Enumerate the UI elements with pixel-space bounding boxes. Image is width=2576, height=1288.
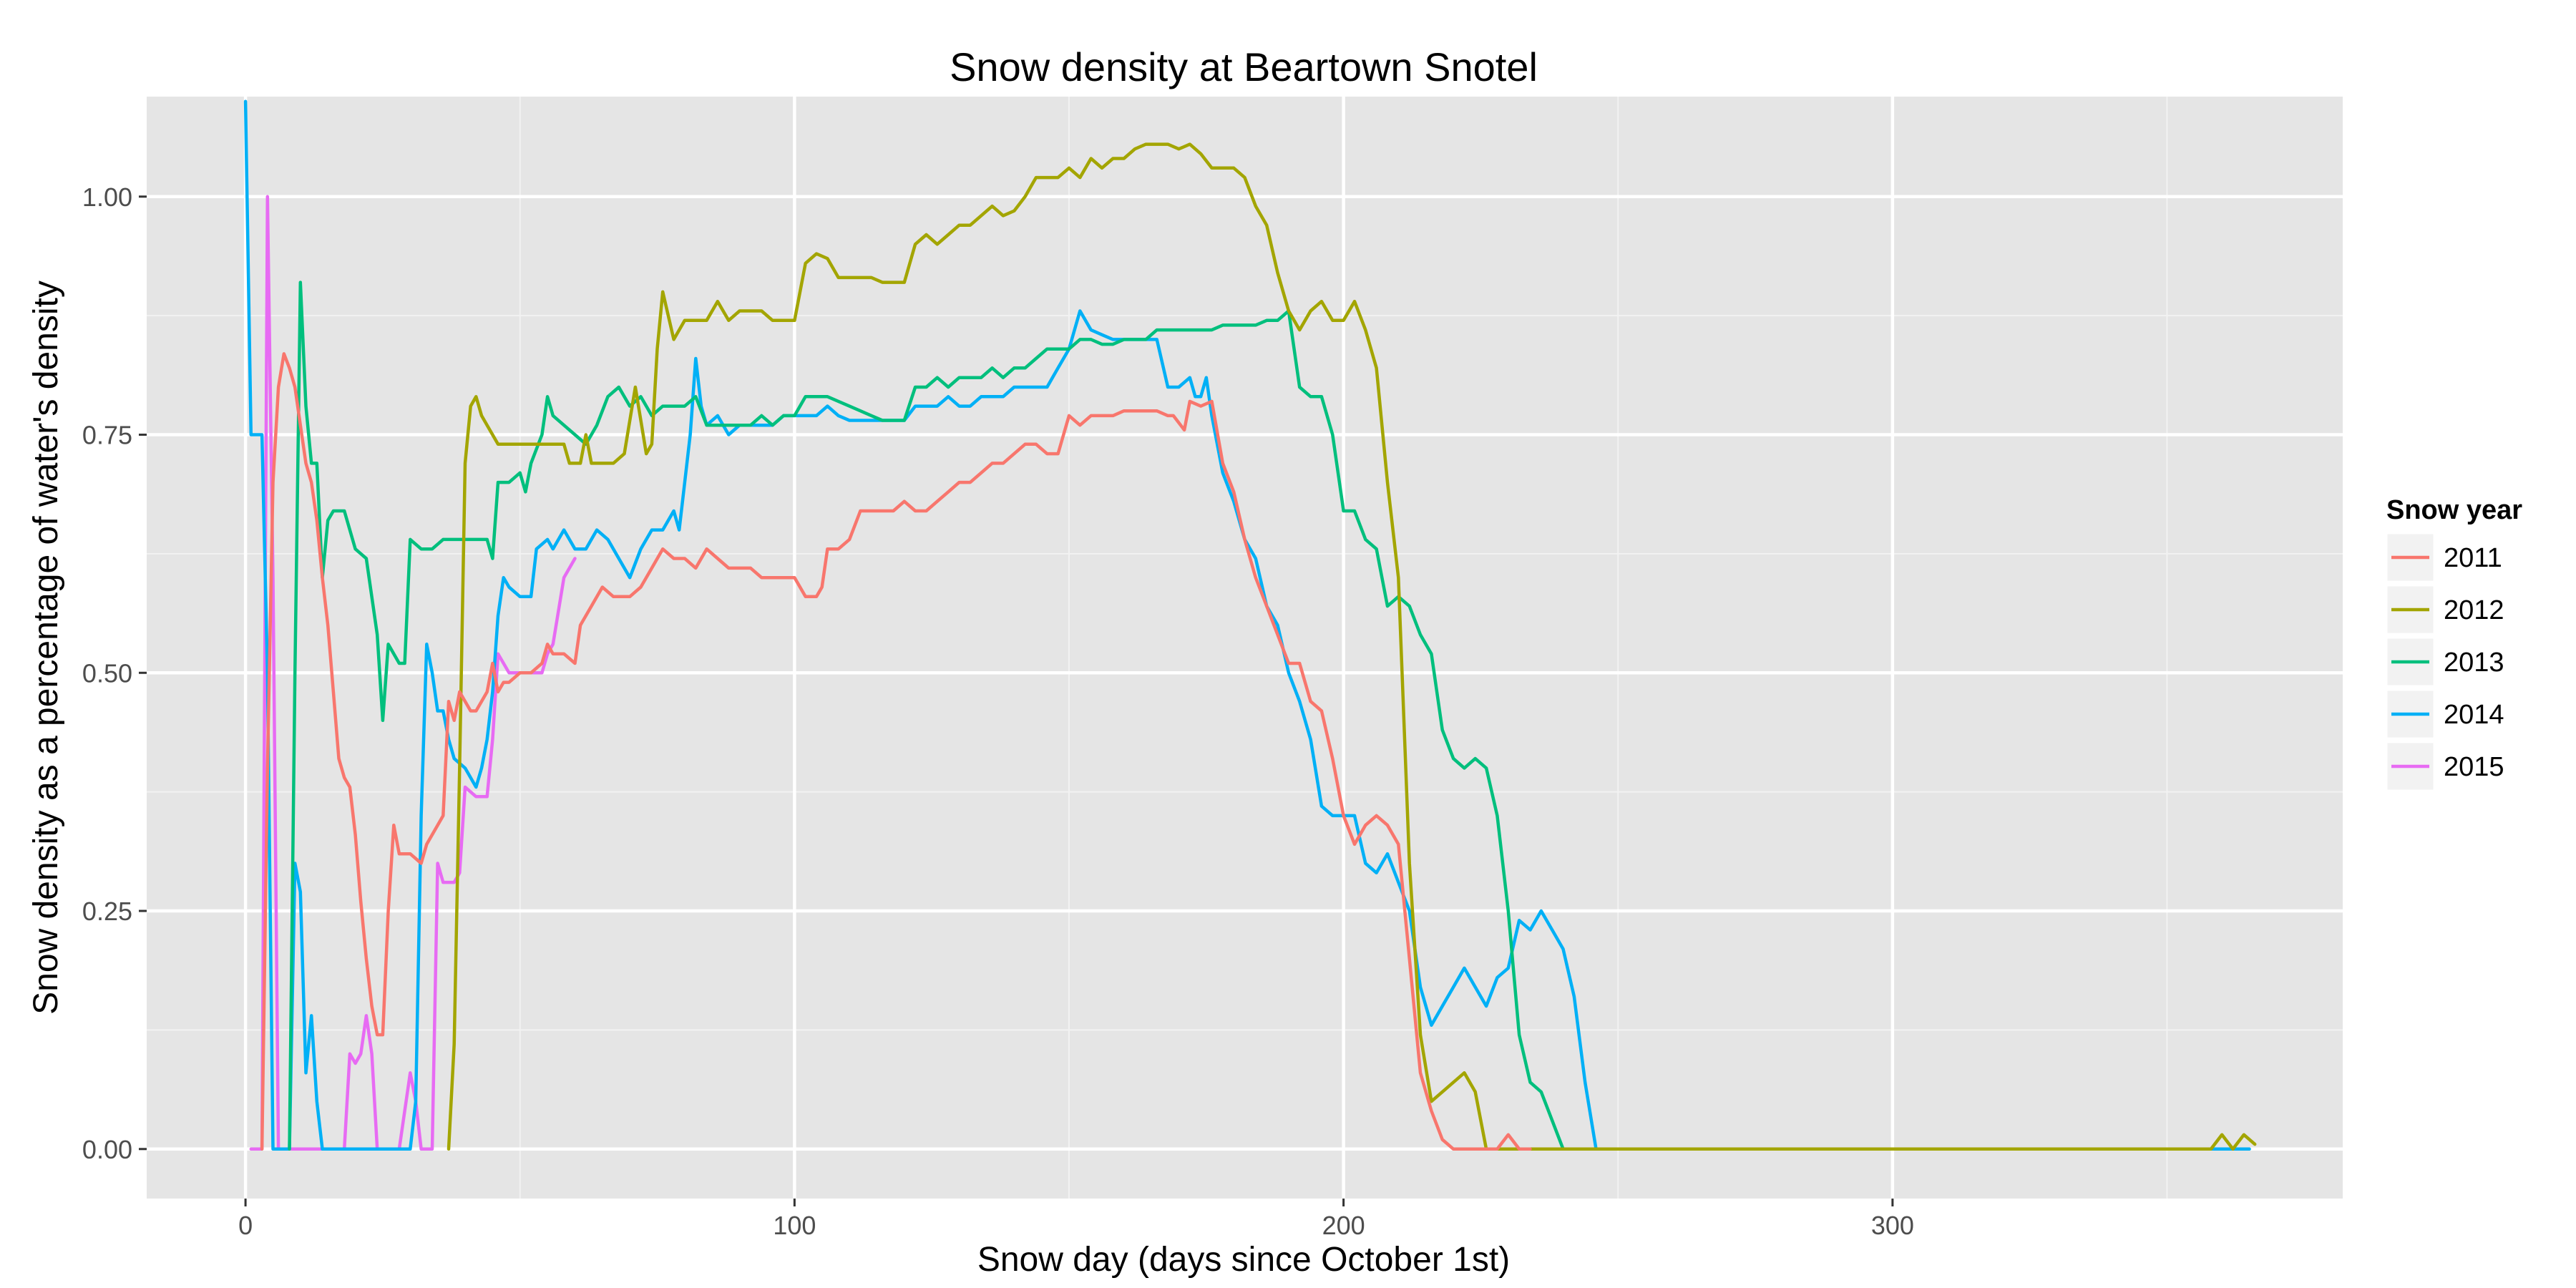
- y-tick-label: 0.75: [82, 421, 132, 450]
- chart-title: Snow density at Beartown Snotel: [950, 44, 1538, 89]
- legend: Snow year 2011 2012 2013 2014 2015: [2385, 495, 2522, 792]
- x-tick-label: 100: [773, 1211, 816, 1240]
- series-lines: [243, 99, 2257, 1151]
- y-tick-label: 1.00: [82, 182, 132, 212]
- y-tick-label: 0.25: [82, 897, 132, 926]
- legend-item-2011: 2011: [2385, 532, 2502, 583]
- legend-title: Snow year: [2386, 495, 2522, 525]
- x-axis: 0 100 200 300: [238, 1199, 1914, 1240]
- legend-item-2012: 2012: [2385, 584, 2504, 635]
- y-axis: 0.00 0.25 0.50 0.75 1.00: [82, 182, 147, 1164]
- legend-label: 2011: [2444, 543, 2502, 573]
- x-axis-title: Snow day (days since October 1st): [977, 1241, 1510, 1279]
- legend-item-2014: 2014: [2385, 688, 2504, 740]
- y-tick-label: 0.00: [82, 1135, 132, 1164]
- legend-label: 2014: [2444, 700, 2504, 730]
- series-line-2013: [288, 280, 1598, 1151]
- y-tick-label: 0.50: [82, 658, 132, 688]
- y-axis-title: Snow density as a percentage of water's …: [27, 280, 65, 1015]
- series-line-2012: [447, 142, 2257, 1151]
- x-tick-label: 200: [1322, 1211, 1365, 1240]
- legend-item-2015: 2015: [2385, 741, 2504, 792]
- x-tick-label: 300: [1871, 1211, 1914, 1240]
- legend-label: 2012: [2444, 595, 2504, 625]
- minor-grid: [147, 97, 2343, 1199]
- legend-label: 2015: [2444, 752, 2504, 782]
- plot-panel: [147, 97, 2343, 1199]
- x-tick-label: 0: [238, 1211, 253, 1240]
- series-line-2011: [260, 352, 1532, 1151]
- legend-item-2013: 2013: [2385, 636, 2504, 688]
- legend-label: 2013: [2444, 648, 2504, 678]
